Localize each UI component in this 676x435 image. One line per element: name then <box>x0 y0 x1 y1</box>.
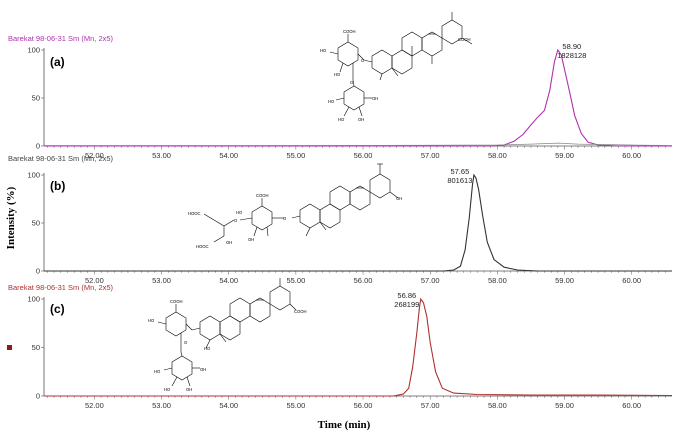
panel-b-trace-1 <box>44 173 672 272</box>
panel-b-x-tick-label: 58.00 <box>488 276 507 285</box>
panel-b-peak-area: 801613 <box>447 176 472 185</box>
svg-text:HO: HO <box>338 117 345 122</box>
svg-text:OH: OH <box>396 196 402 201</box>
panel-b-x-tick-label: 52.00 <box>85 276 104 285</box>
panel-b-x-tick-label: 59.00 <box>555 276 574 285</box>
panel-a-x-tick-label: 52.00 <box>85 151 104 160</box>
panel-c-label: (c) <box>50 302 65 316</box>
panel-b-traces <box>44 173 672 272</box>
panel-c-peak-time: 56.86 <box>397 291 416 300</box>
panel-a-x-tick-label: 57.00 <box>421 151 440 160</box>
panel-b-structure-labels: COOH OH HO O O HOOC HOOC OH OH <box>188 193 402 249</box>
panel-b-x-tick-label: 55.00 <box>286 276 305 285</box>
panel-a: Barekat 98-06-31 Sm (Mn, 2x5) (a) 52.00 5… <box>8 12 673 160</box>
svg-text:O: O <box>350 80 354 85</box>
svg-text:OH: OH <box>358 117 364 122</box>
panel-a-trace-2 <box>43 142 673 146</box>
panel-b-x-tick-label: 60.00 <box>622 276 641 285</box>
panel-b-peak-time: 57.65 <box>450 167 469 176</box>
panel-a-x-tick-label: 59.00 <box>555 151 574 160</box>
panel-c-structure-labels: COOH COOH HO O OH HO HO OH HO <box>148 299 307 392</box>
svg-text:OH: OH <box>186 387 192 392</box>
panel-c-x-tick-label: 58.00 <box>488 401 507 410</box>
svg-text:COOH: COOH <box>458 37 471 42</box>
panel-b-axes: 52.00 53.00 54.00 55.00 56.00 57.00 58.00 59.00… <box>27 171 672 285</box>
panel-c-x-tick-label: 56.00 <box>354 401 373 410</box>
svg-text:O: O <box>361 58 365 63</box>
panel-b-y-tick-label: 100 <box>27 171 40 180</box>
panel-a-y-tick-label: 0 <box>36 142 40 151</box>
svg-text:O: O <box>184 340 188 345</box>
svg-text:O: O <box>234 218 238 223</box>
panel-b-y-tick-label: 50 <box>32 219 40 228</box>
svg-text:OH: OH <box>248 237 254 242</box>
panel-b-structure <box>203 163 399 243</box>
panel-a-x-tick-label: 53.00 <box>152 151 171 160</box>
panel-b-header: Barekat 98-06-31 Sm (Mn, 2x5) <box>8 154 114 163</box>
svg-text:HO: HO <box>204 346 211 351</box>
panel-c-traces <box>44 297 673 397</box>
svg-text:HO: HO <box>148 318 155 323</box>
panel-c-x-tick-label: 55.00 <box>286 401 305 410</box>
panel-b-x-tick-label: 57.00 <box>421 276 440 285</box>
svg-text:OH: OH <box>226 240 232 245</box>
panel-b-x-tick-label: 53.00 <box>152 276 171 285</box>
svg-text:HO: HO <box>164 387 171 392</box>
panel-c-peak-area: 268199 <box>394 300 419 309</box>
svg-text:COOH: COOH <box>343 29 356 34</box>
panel-a-traces <box>43 48 673 147</box>
panel-b-y-tick-label: 0 <box>36 267 40 276</box>
panel-a-peak-area: 1828128 <box>557 51 586 60</box>
svg-text:HO: HO <box>320 48 327 53</box>
panel-c-x-tick-label: 59.00 <box>555 401 574 410</box>
panel-c-header: Barekat 98-06-31 Sm (Mn, 2x5) <box>8 283 114 292</box>
panel-a-structure <box>329 12 473 117</box>
panel-b-label: (b) <box>50 179 65 193</box>
panel-b-x-tick-label: 56.00 <box>354 276 373 285</box>
panel-c-axes: 52.00 53.00 54.00 55.00 56.00 57.00 58.00 59.00… <box>27 295 672 410</box>
panel-a-trace-1 <box>44 48 672 147</box>
panel-a-structure-labels: COOH COOH HO HO O O OH HO HO OH <box>320 29 471 122</box>
panel-c-y-tick-label: 0 <box>36 392 40 401</box>
svg-text:OH: OH <box>372 96 378 101</box>
panel-c-x-tick-label: 52.00 <box>85 401 104 410</box>
panel-a-x-tick-label: 58.00 <box>488 151 507 160</box>
panel-c-trace-1 <box>44 297 673 397</box>
svg-text:HO: HO <box>236 210 243 215</box>
panel-a-x-tick-label: 54.00 <box>219 151 238 160</box>
svg-text:HOOC: HOOC <box>188 211 201 216</box>
panel-c: Barekat 98-06-31 Sm (Mn, 2x5) (c) 52.00 5… <box>7 278 673 410</box>
panel-b: Barekat 98-06-31 Sm (Mn, 2x5) (b) 52.00 5… <box>8 154 672 285</box>
panel-a-y-tick-label: 100 <box>27 46 40 55</box>
panel-a-axes: 52.00 53.00 54.00 55.00 56.00 57.00 58.00 59.00… <box>27 46 672 160</box>
svg-text:HOOC: HOOC <box>196 244 209 249</box>
y-axis-title: Intensity (%) <box>5 186 17 249</box>
svg-text:COOH: COOH <box>256 193 269 198</box>
panel-a-x-tick-label: 55.00 <box>286 151 305 160</box>
panel-c-y-tick-label: 50 <box>32 343 40 352</box>
svg-text:O: O <box>283 216 287 221</box>
panel-c-x-tick-label: 60.00 <box>622 401 641 410</box>
panel-a-y-tick-label: 50 <box>32 94 40 103</box>
svg-text:COOH: COOH <box>170 299 183 304</box>
panel-a-x-tick-label: 60.00 <box>622 151 641 160</box>
panel-a-x-tick-label: 56.00 <box>354 151 373 160</box>
svg-text:OH: OH <box>200 367 206 372</box>
legend-marker <box>7 345 12 350</box>
panel-c-x-tick-label: 53.00 <box>152 401 171 410</box>
panel-b-x-tick-label: 54.00 <box>219 276 238 285</box>
panel-c-structure <box>157 278 297 387</box>
svg-text:HO: HO <box>328 99 335 104</box>
panel-c-x-tick-label: 54.00 <box>219 401 238 410</box>
panel-a-peak-time: 58.90 <box>562 42 581 51</box>
svg-text:HO: HO <box>154 369 161 374</box>
svg-text:HO: HO <box>334 72 341 77</box>
panel-c-x-tick-label: 57.00 <box>421 401 440 410</box>
panel-a-header: Barekat 98-06-31 Sm (Mn, 2x5) <box>8 34 114 43</box>
svg-text:COOH: COOH <box>294 309 307 314</box>
panel-c-y-tick-label: 100 <box>27 295 40 304</box>
panel-a-label: (a) <box>50 55 65 69</box>
x-axis-title: Time (min) <box>318 419 371 431</box>
